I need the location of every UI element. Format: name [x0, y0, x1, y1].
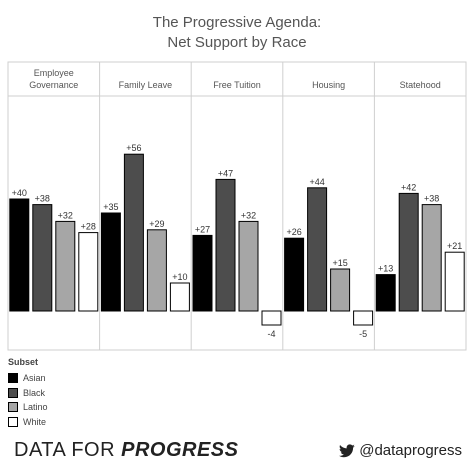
data-label: +27 [195, 224, 210, 234]
legend-swatch-white [8, 416, 18, 427]
data-label: +13 [378, 264, 393, 274]
bar-white [261, 310, 282, 326]
chart-title-line1: The Progressive Agenda: [152, 14, 322, 31]
data-label: -5 [359, 329, 367, 339]
bar-black [123, 153, 144, 312]
twitter-handle[interactable]: @dataprogress [339, 442, 462, 459]
data-label: +15 [332, 258, 347, 268]
data-label: +10 [172, 272, 187, 282]
data-label: +29 [149, 219, 164, 229]
legend-item-latino: Latino [8, 400, 48, 415]
legend-label-asian: Asian [23, 373, 46, 384]
bar-latino [55, 220, 76, 312]
legend-item-white: White [8, 415, 48, 430]
legend-label-latino: Latino [23, 402, 48, 413]
chart-title-line2: Net Support by Race [167, 34, 307, 51]
twitter-bird-icon [339, 443, 355, 457]
bar-black [307, 187, 328, 312]
data-label: +26 [286, 227, 301, 237]
bar-black [398, 192, 419, 312]
data-label: +42 [401, 182, 416, 192]
bar-white [169, 282, 190, 312]
category-label: Housing [312, 80, 345, 90]
bar-white [78, 232, 99, 312]
legend-item-asian: Asian [8, 371, 48, 386]
data-label: +32 [58, 210, 73, 220]
data-label: +28 [81, 222, 96, 232]
category-label: Statehood [400, 80, 441, 90]
bar-latino [146, 229, 167, 312]
data-label: +44 [309, 177, 324, 187]
brand-logo: DATA FOR PROGRESS [14, 439, 238, 462]
legend-item-black: Black [8, 386, 48, 401]
bar-chart: Employee Governance +40 +38 +32 +28 Family Lea… [7, 61, 467, 351]
bar-asian [284, 237, 305, 312]
category-label: Free Tuition [213, 80, 261, 90]
bar-black [215, 178, 236, 312]
brand-emphasis: PROGRESS [121, 439, 239, 461]
data-label: +32 [241, 210, 256, 220]
legend-swatch-asian [8, 373, 18, 384]
legend-label-white: White [23, 416, 47, 427]
data-label: -4 [267, 329, 275, 339]
category-label: Family Leave [119, 80, 173, 90]
bar-white [444, 251, 465, 312]
data-label: +35 [103, 202, 118, 212]
bar-asian [375, 274, 396, 312]
bar-white [353, 310, 374, 326]
category-label: Governance [29, 80, 78, 90]
bar-black [32, 204, 53, 312]
bar-latino [421, 204, 442, 312]
data-label: +38 [35, 194, 50, 204]
legend-swatch-black [8, 387, 18, 398]
data-label: +40 [12, 188, 27, 198]
legend-label-black: Black [23, 387, 46, 398]
chart-frame [7, 61, 467, 351]
legend: Subset Asian Black Latino White [8, 357, 48, 429]
bar-latino [238, 220, 259, 312]
category-label: Employee [34, 68, 74, 78]
bar-asian [9, 198, 30, 312]
bar-asian [192, 234, 213, 312]
legend-title: Subset [8, 357, 39, 367]
data-label: +56 [126, 143, 141, 153]
twitter-handle-text: @dataprogress [359, 442, 462, 459]
bar-latino [330, 268, 351, 312]
bar-asian [100, 212, 121, 312]
data-label: +38 [424, 194, 439, 204]
data-label: +21 [447, 241, 462, 251]
data-label: +47 [218, 168, 233, 178]
brand-prefix: DATA FOR [14, 439, 122, 461]
legend-swatch-latino [8, 402, 18, 413]
